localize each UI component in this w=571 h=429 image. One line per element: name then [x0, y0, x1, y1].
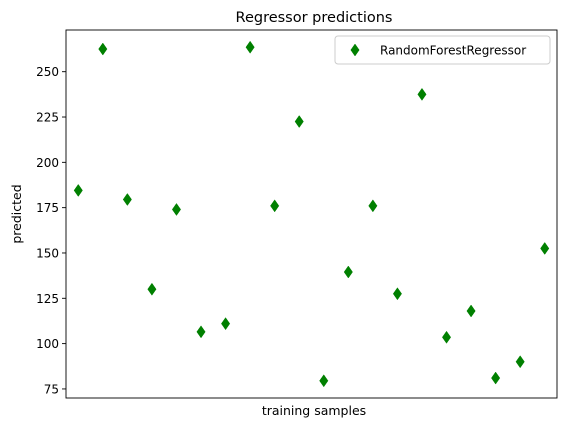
data-point	[147, 282, 157, 296]
legend-label: RandomForestRegressor	[380, 44, 526, 58]
y-tick-label: 125	[36, 292, 59, 306]
data-point	[392, 287, 402, 301]
data-point	[540, 242, 550, 255]
data-point	[270, 199, 280, 213]
data-point	[491, 371, 501, 385]
y-tick-label: 150	[36, 246, 59, 260]
y-axis-label: predicted	[9, 184, 24, 243]
y-axis: 75 100 125 150 175 200 225 250	[36, 65, 66, 396]
chart-title: Regressor predictions	[236, 10, 393, 26]
data-point	[98, 42, 108, 56]
y-tick-label: 250	[36, 65, 59, 79]
data-point	[515, 355, 525, 369]
data-point	[417, 87, 427, 101]
data-point	[294, 115, 304, 128]
y-tick-label: 200	[36, 156, 59, 170]
y-tick-label: 75	[44, 382, 59, 396]
legend: RandomForestRegressor	[334, 35, 551, 65]
y-tick-label: 100	[36, 337, 59, 351]
data-point	[122, 193, 132, 206]
plot-area	[65, 29, 558, 399]
x-axis-label: training samples	[262, 403, 366, 418]
data-points	[73, 40, 550, 388]
legend-box	[334, 35, 551, 65]
data-point	[221, 317, 231, 331]
data-point	[245, 40, 255, 54]
data-point	[442, 330, 452, 344]
data-point	[196, 325, 206, 339]
data-point	[73, 183, 83, 197]
data-point	[171, 203, 181, 216]
y-tick-label: 175	[36, 201, 59, 215]
data-point	[368, 199, 378, 213]
data-point	[343, 265, 353, 279]
data-point	[319, 374, 329, 388]
data-point	[466, 304, 476, 318]
legend-marker	[350, 43, 360, 57]
y-tick-label: 225	[36, 111, 59, 125]
